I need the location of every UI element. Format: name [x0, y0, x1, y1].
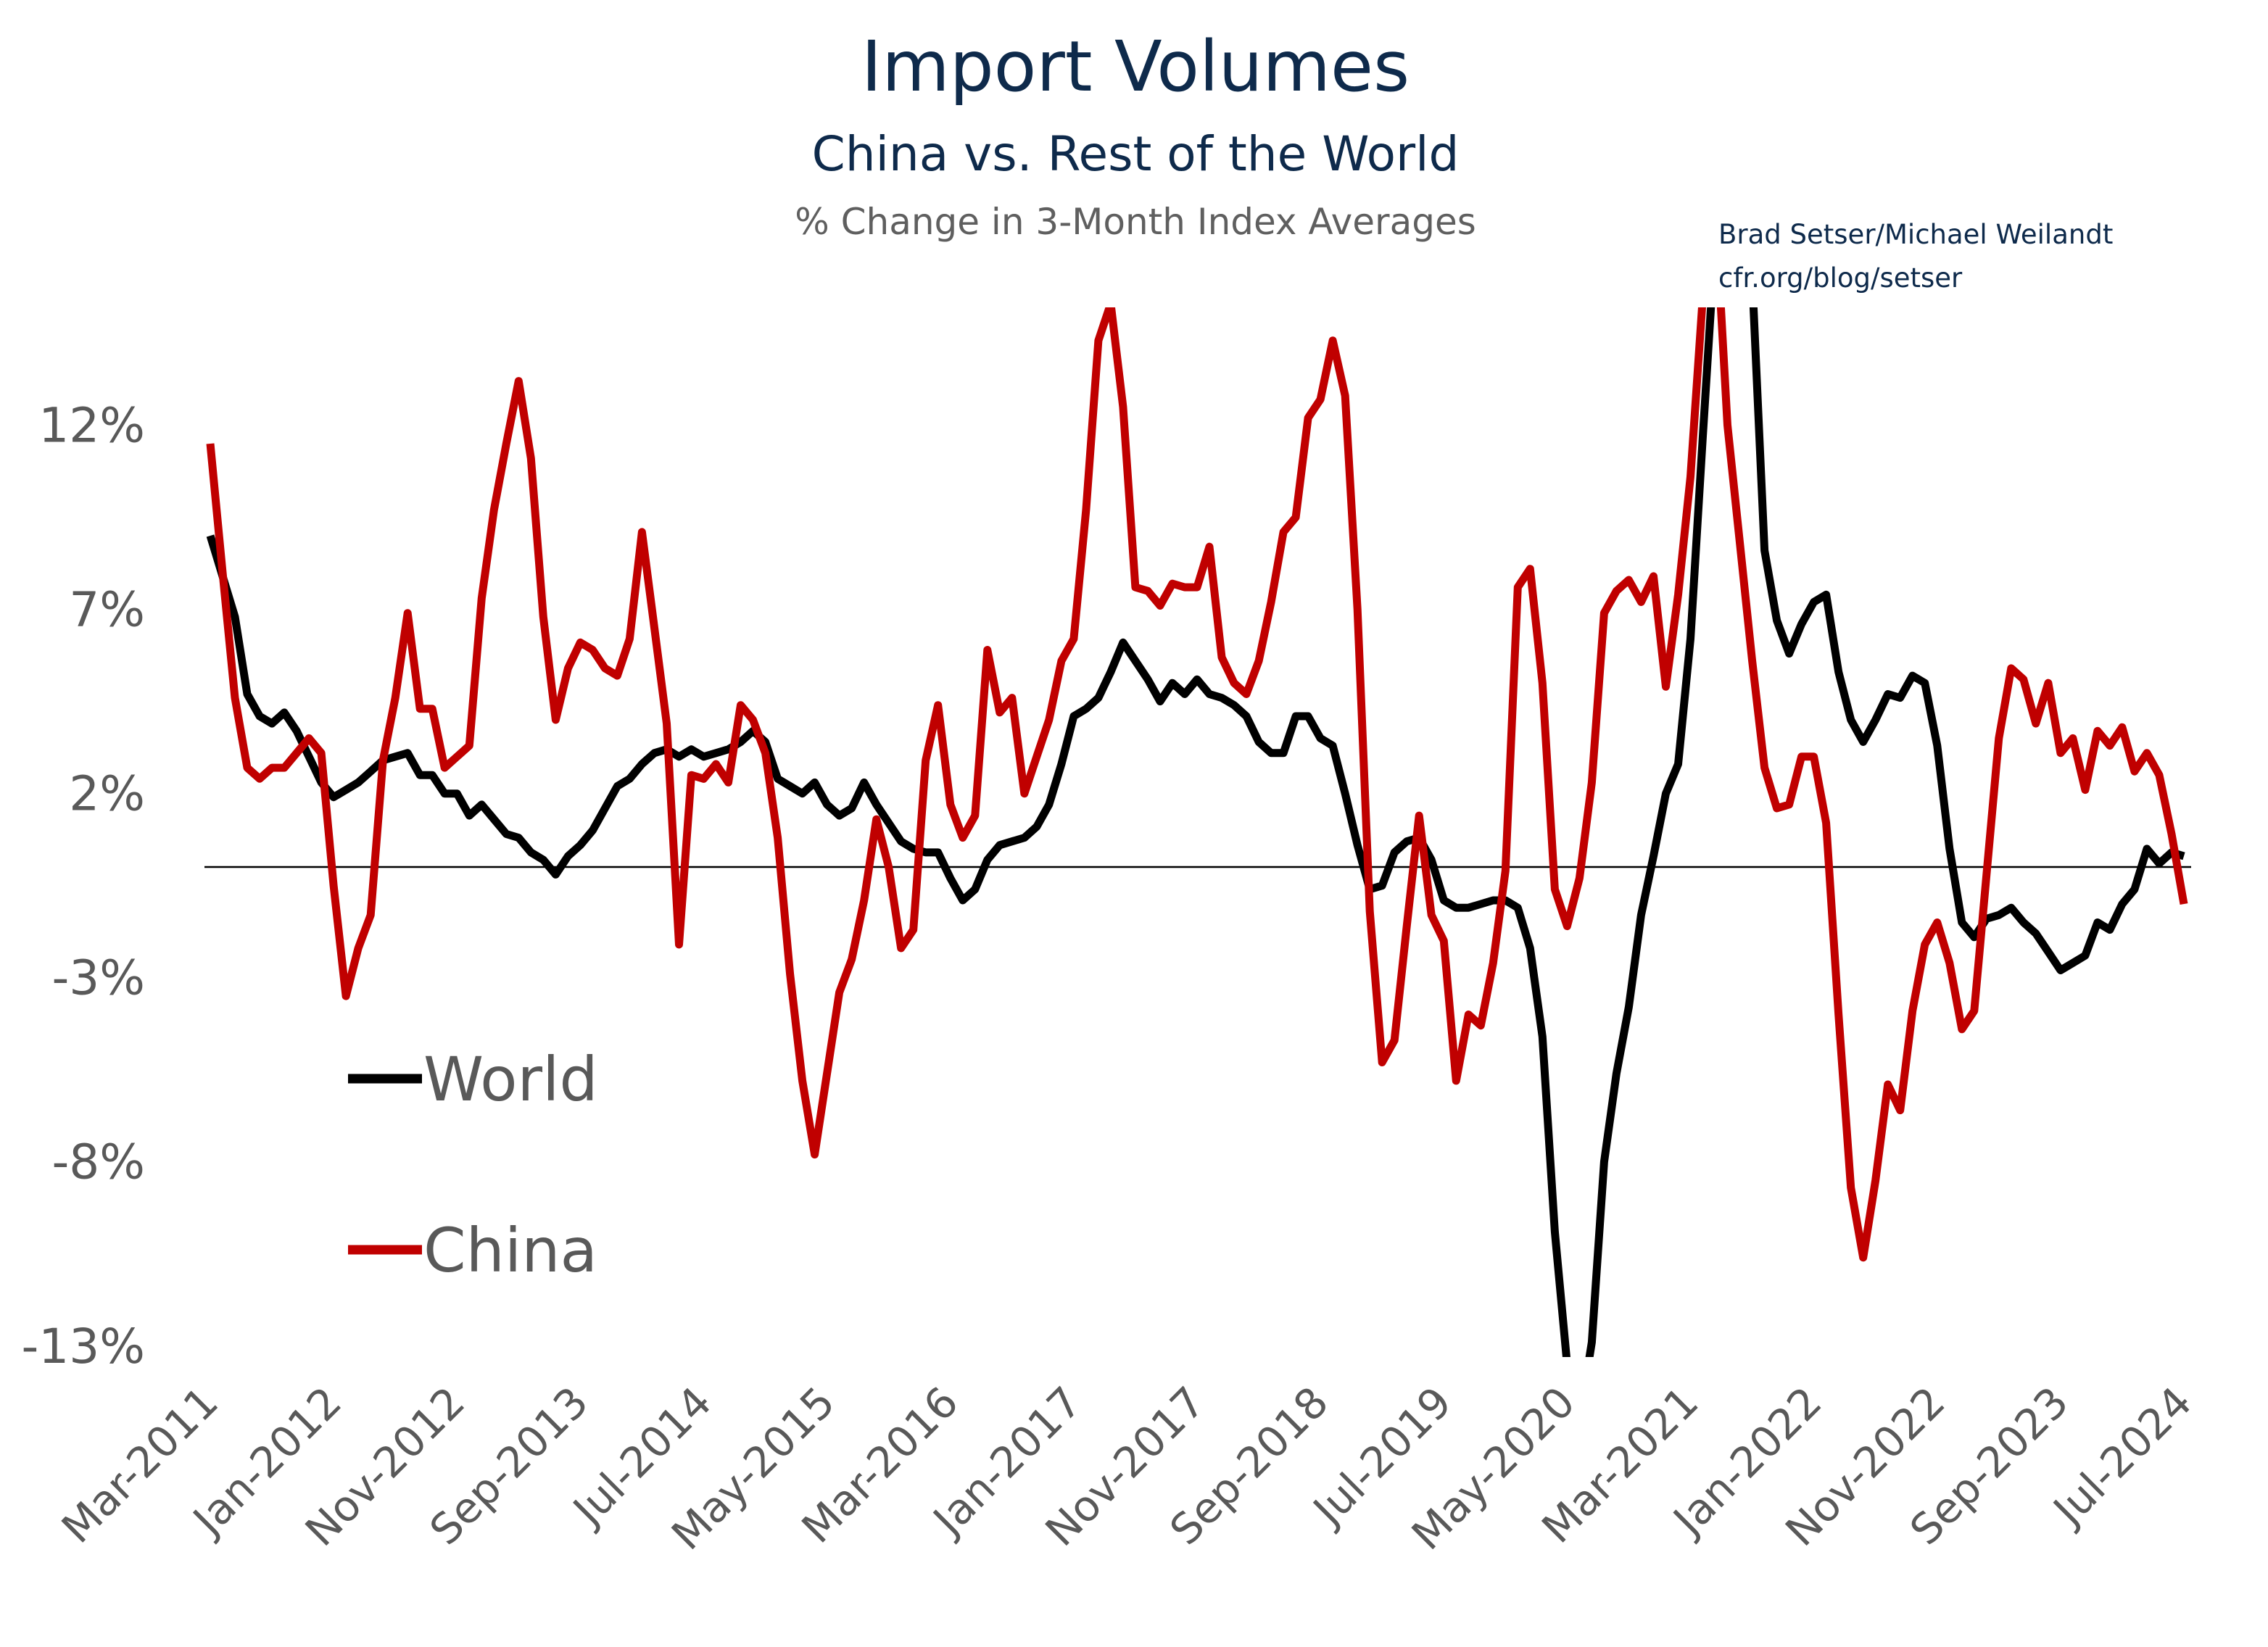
y-tick-label: 12% — [38, 398, 145, 454]
series-line-world — [206, 307, 2185, 1357]
chart-subtitle: China vs. Rest of the World — [812, 126, 1460, 182]
credit-url: cfr.org/blog/setser — [1718, 262, 1963, 294]
y-tick-label: -3% — [51, 950, 145, 1006]
x-axis-ticks: Mar-2011Jan-2012Nov-2012Sep-2013Jul-2014… — [52, 1377, 2201, 1559]
y-axis-ticks: 12% 7% 2% -3% -8% -13% — [21, 398, 145, 1374]
y-tick-label: -13% — [21, 1319, 145, 1374]
legend: World China — [348, 1044, 598, 1286]
series-line-china — [206, 307, 2188, 1262]
y-tick-label: -8% — [51, 1134, 145, 1190]
y-tick-label: 2% — [69, 766, 145, 822]
chart-subtitle-units: % Change in 3-Month Index Averages — [795, 201, 1476, 243]
legend-label-china: China — [423, 1215, 597, 1286]
chart-title: Import Volumes — [861, 26, 1410, 107]
y-tick-label: 7% — [69, 582, 145, 638]
series-lines — [206, 307, 2188, 1357]
credit-authors: Brad Setser/Michael Weilandt — [1718, 219, 2113, 250]
legend-label-world: World — [423, 1044, 598, 1115]
